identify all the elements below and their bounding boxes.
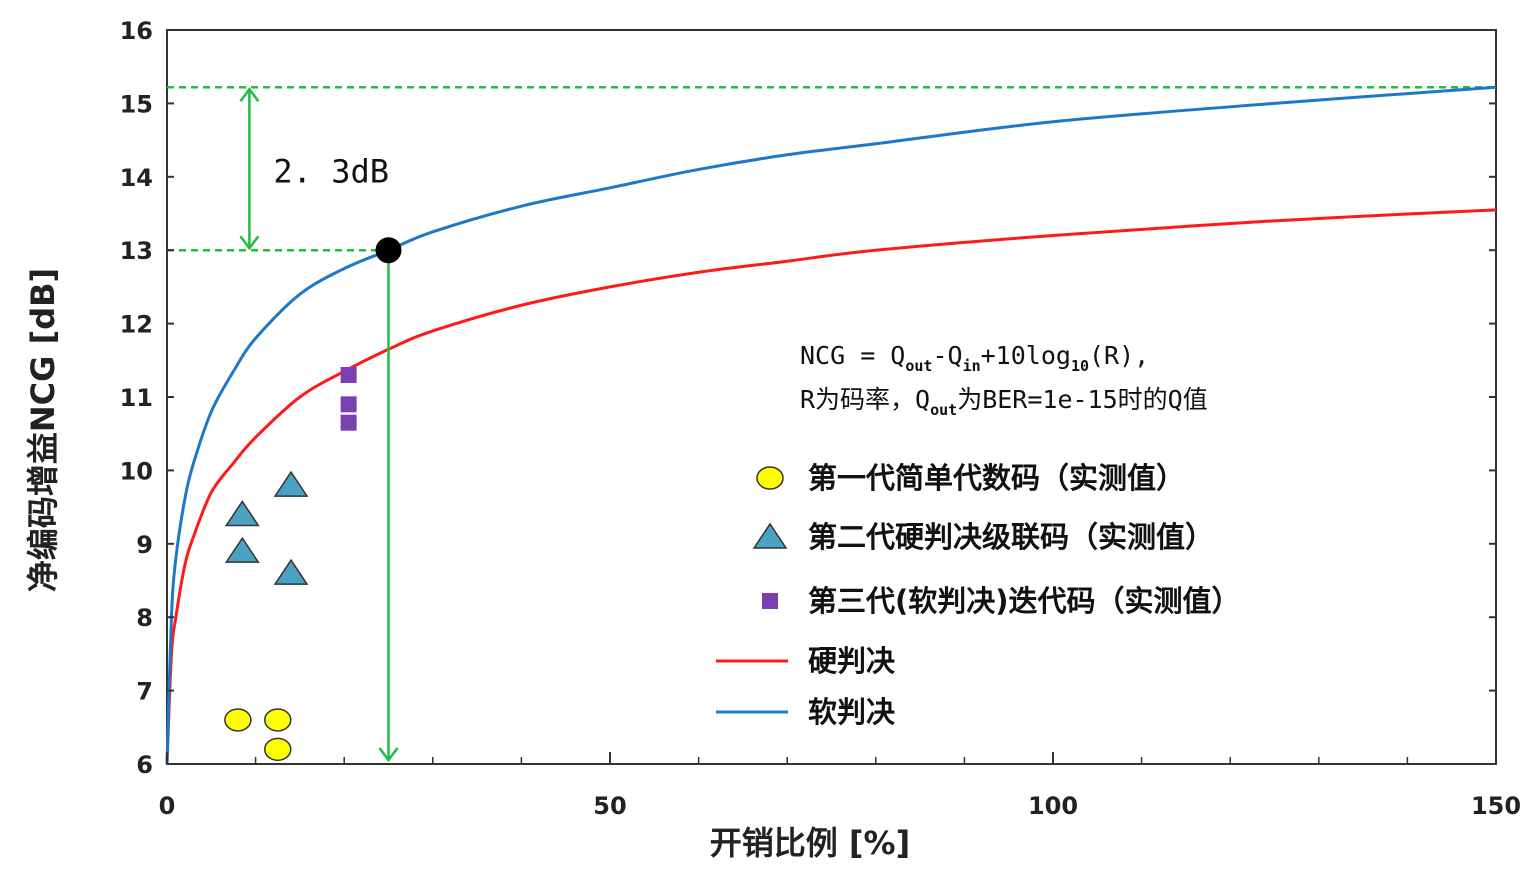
y-tick-label: 15 bbox=[120, 90, 153, 118]
scatter-point-square bbox=[340, 396, 357, 413]
y-tick-label: 16 bbox=[120, 17, 153, 45]
y-tick-label: 7 bbox=[136, 678, 153, 706]
scatter-point-circle bbox=[224, 708, 252, 732]
gap-arrow-head-up bbox=[239, 87, 260, 103]
series-line-0 bbox=[165, 208, 1497, 765]
formula-line-1: NCG = Qout-Qin+10log10(R), bbox=[800, 341, 1149, 375]
x-tick-label: 150 bbox=[1471, 792, 1521, 820]
scatter-point-triangle bbox=[273, 470, 309, 497]
scatter-point-circle bbox=[264, 737, 292, 762]
y-axis-title: 净编码增益NCG [dB] bbox=[24, 268, 62, 592]
y-tick-label: 8 bbox=[136, 604, 153, 632]
legend-label: 第三代(软判决)迭代码（实测值） bbox=[808, 584, 1241, 618]
formula-line-2: R为码率，Qout为BER=1e-15时的Q值 bbox=[800, 385, 1208, 419]
legend-label: 硬判决 bbox=[808, 644, 896, 678]
marker-point bbox=[375, 237, 402, 264]
x-axis-title: 开销比例 [%] bbox=[710, 824, 910, 862]
x-tick-label: 100 bbox=[1028, 792, 1078, 820]
y-tick-label: 6 bbox=[136, 751, 153, 779]
y-tick-label: 13 bbox=[120, 237, 153, 265]
series-layer bbox=[165, 85, 1497, 765]
legend: 第一代简单代数码（实测值） 第二代硬判决级联码（实测值） 第三代(软判决)迭代码（实… bbox=[716, 461, 1241, 729]
legend-symbol-circle bbox=[756, 466, 784, 490]
scatter-point-triangle bbox=[224, 500, 260, 527]
gap-label: 2. 3dB bbox=[273, 152, 389, 190]
x-tick-label: 0 bbox=[159, 792, 176, 820]
y-tick-label: 11 bbox=[120, 384, 153, 412]
scatter-point-square bbox=[340, 414, 357, 431]
scatter-point-square bbox=[340, 366, 357, 383]
legend-label: 第一代简单代数码（实测值） bbox=[808, 461, 1185, 495]
gap-arrow-head-down bbox=[239, 235, 260, 251]
series-line-1 bbox=[165, 85, 1497, 765]
y-tick-label: 10 bbox=[120, 457, 153, 485]
legend-label: 软判决 bbox=[808, 695, 896, 729]
scatter-point-triangle bbox=[224, 536, 260, 563]
x-tick-label: 50 bbox=[593, 792, 626, 820]
legend-label: 第二代硬判决级联码（实测值） bbox=[808, 520, 1214, 554]
reference-lines bbox=[167, 86, 1496, 252]
y-tick-label: 12 bbox=[120, 311, 153, 339]
vertical-arrow-head bbox=[378, 747, 399, 763]
y-tick-label: 9 bbox=[136, 531, 153, 559]
scatter-point-circle bbox=[264, 708, 292, 732]
y-tick-label: 14 bbox=[120, 164, 153, 192]
legend-symbol-triangle bbox=[752, 522, 788, 549]
legend-symbol-square bbox=[762, 593, 778, 609]
scatter-point-triangle bbox=[273, 558, 309, 585]
axes-layer: 6 7 8 9 10 11 12 13 14 15 16 0 50 100 150 bbox=[120, 17, 1521, 820]
annotation-layer: 2. 3dB NCG = Qout-Qin+10log10(R), R为码率，Qou… bbox=[239, 87, 1208, 763]
